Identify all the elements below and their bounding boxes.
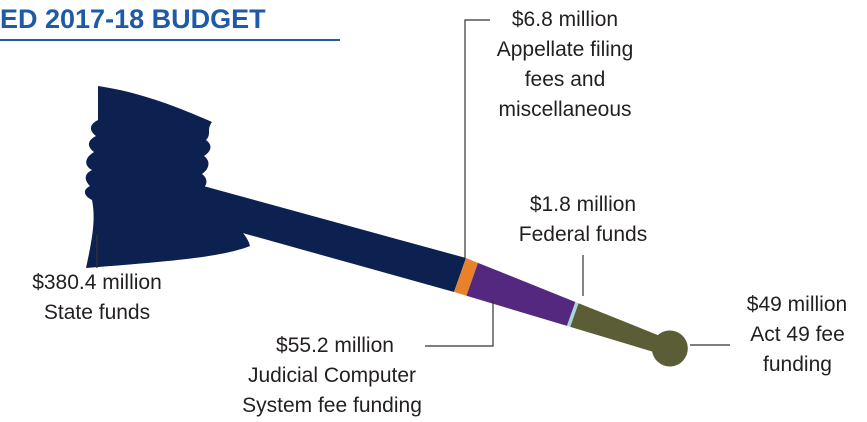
handle	[454, 258, 688, 367]
segment	[454, 258, 478, 296]
gavel-handle	[196, 184, 466, 292]
gavel-head	[84, 86, 251, 268]
leader-lines	[96, 19, 730, 347]
category-label: State funds	[43, 301, 151, 324]
value-label: $49 million	[746, 293, 848, 316]
value-label: $380.4 million	[32, 271, 162, 294]
category-label: Appellate filing fees and miscellaneous	[496, 38, 634, 121]
category-label: Act 49 fee funding	[750, 323, 845, 376]
category-label: Federal funds	[518, 223, 648, 246]
segment	[570, 303, 666, 354]
leader-line	[425, 300, 494, 347]
value-label: $1.8 million	[529, 193, 637, 216]
value-label: $55.2 million	[276, 334, 394, 357]
segment	[566, 301, 579, 327]
segment-state	[84, 86, 466, 292]
gavel-knob	[651, 330, 688, 367]
chart-title: ED 2017-18 BUDGET	[0, 4, 266, 34]
category-label: Judicial Computer System fee funding	[242, 364, 422, 417]
leader-line	[464, 19, 490, 258]
value-label: $6.8 million	[511, 8, 619, 31]
segment	[466, 262, 576, 326]
